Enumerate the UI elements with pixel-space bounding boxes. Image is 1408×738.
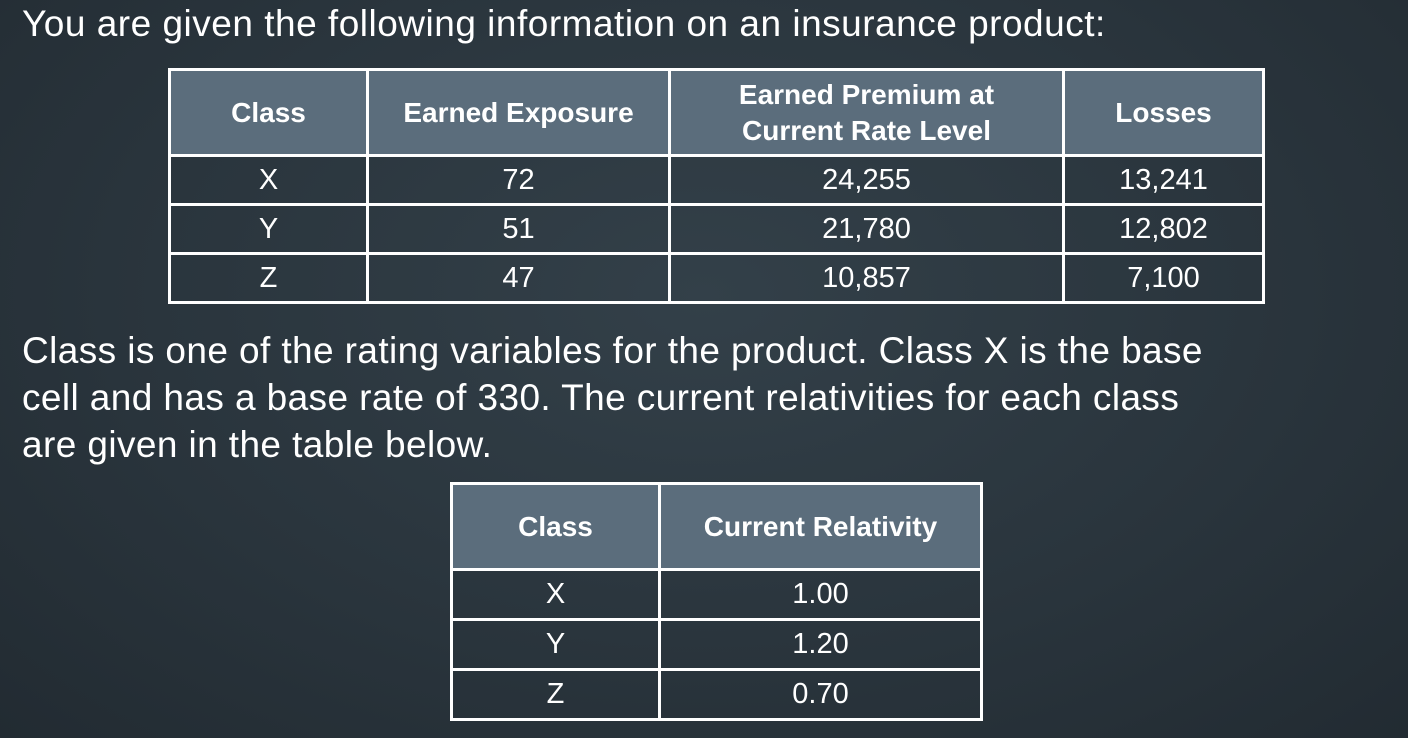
- table-row: X 72 24,255 13,241: [168, 154, 1265, 206]
- exposure-premium-losses-table: Class Earned Exposure Earned Premium at …: [168, 68, 1265, 304]
- header-earned-exposure: Earned Exposure: [366, 68, 671, 157]
- paragraph-line-1: Class is one of the rating variables for…: [22, 330, 1203, 371]
- cell-class: X: [450, 568, 661, 621]
- cell-class: Y: [168, 203, 369, 255]
- header-earned-premium-line2: Current Rate Level: [742, 114, 991, 146]
- cell-premium: 21,780: [668, 203, 1065, 255]
- cell-exposure: 47: [366, 252, 671, 304]
- table-row: X 1.00: [450, 568, 983, 621]
- current-relativity-table: Class Current Relativity X 1.00 Y 1.20 Z…: [450, 482, 983, 721]
- cell-losses: 12,802: [1062, 203, 1265, 255]
- cell-relativity: 1.20: [658, 618, 983, 671]
- header-earned-premium: Earned Premium at Current Rate Level: [668, 68, 1065, 157]
- header-class: Class: [450, 482, 661, 571]
- description-paragraph: Class is one of the rating variables for…: [22, 327, 1402, 468]
- table-header-row: Class Earned Exposure Earned Premium at …: [168, 68, 1265, 157]
- cell-class: X: [168, 154, 369, 206]
- cell-exposure: 72: [366, 154, 671, 206]
- cell-class: Z: [450, 668, 661, 721]
- table-row: Z 0.70: [450, 668, 983, 721]
- cell-relativity: 0.70: [658, 668, 983, 721]
- cell-class: Y: [450, 618, 661, 671]
- header-current-relativity: Current Relativity: [658, 482, 983, 571]
- header-class: Class: [168, 68, 369, 157]
- table-row: Z 47 10,857 7,100: [168, 252, 1265, 304]
- header-earned-premium-line1: Earned Premium at: [738, 78, 995, 110]
- cell-premium: 24,255: [668, 154, 1065, 206]
- paragraph-line-2: cell and has a base rate of 330. The cur…: [22, 377, 1180, 418]
- cell-exposure: 51: [366, 203, 671, 255]
- cell-losses: 13,241: [1062, 154, 1265, 206]
- cell-class: Z: [168, 252, 369, 304]
- intro-text: You are given the following information …: [22, 3, 1106, 44]
- paragraph-line-3: are given in the table below.: [22, 424, 493, 465]
- table-header-row: Class Current Relativity: [450, 482, 983, 571]
- cell-premium: 10,857: [668, 252, 1065, 304]
- table-row: Y 51 21,780 12,802: [168, 203, 1265, 255]
- table-row: Y 1.20: [450, 618, 983, 671]
- cell-losses: 7,100: [1062, 252, 1265, 304]
- header-losses: Losses: [1062, 68, 1265, 157]
- cell-relativity: 1.00: [658, 568, 983, 621]
